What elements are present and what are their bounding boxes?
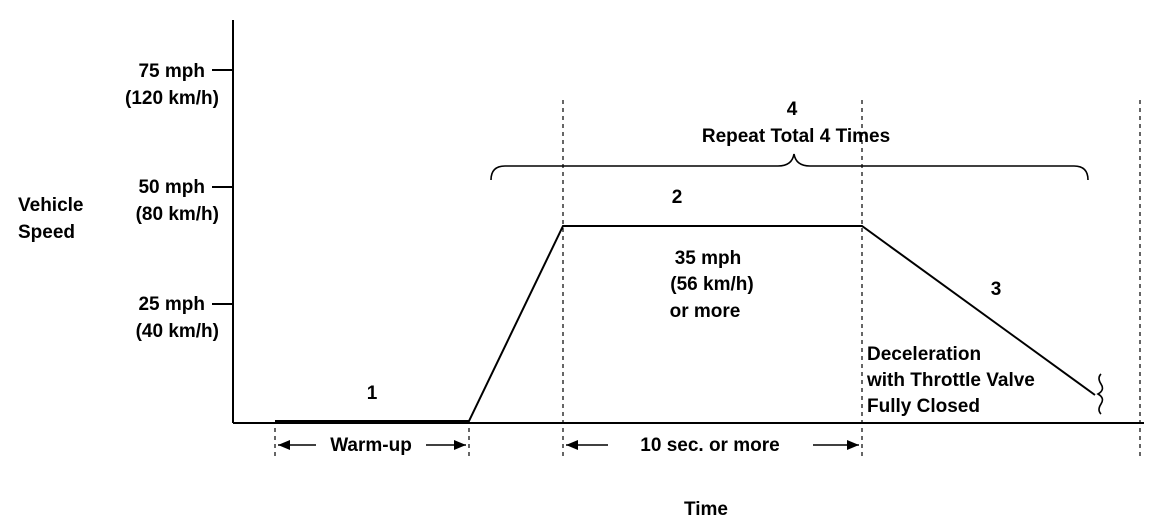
cruise-arrow-left-head: [566, 440, 578, 450]
speed-profile-line: [275, 225, 1096, 422]
y-axis-title-line2: Speed: [18, 222, 75, 243]
warmup-span-label: Warm-up: [330, 435, 412, 456]
y-tick-label-75-mph: 75 mph: [138, 61, 205, 82]
y-tick-label-50-mph: 50 mph: [138, 177, 205, 198]
repeat-brace: [490, 153, 1089, 181]
y-tick-label-25-kmh: (40 km/h): [136, 321, 219, 342]
cruise-speed-line3: or more: [670, 301, 741, 322]
y-tick-label-25-mph: 25 mph: [138, 294, 205, 315]
phase-3-number: 3: [991, 279, 1002, 300]
y-tick-label-50-kmh: (80 km/h): [136, 204, 219, 225]
repeat-label: Repeat Total 4 Times: [702, 126, 890, 147]
cruise-span-label: 10 sec. or more: [640, 435, 779, 456]
phase-2-number: 2: [672, 187, 683, 208]
cruise-speed-line2: (56 km/h): [670, 274, 753, 295]
warmup-arrow-right-head: [454, 440, 466, 450]
phase-1-number: 1: [367, 383, 378, 404]
deceleration-desc-line3: Fully Closed: [867, 396, 980, 417]
y-tick-label-75-kmh: (120 km/h): [125, 88, 219, 109]
cruise-speed-line1: 35 mph: [675, 248, 742, 269]
cruise-arrow-right-head: [847, 440, 859, 450]
x-axis-title: Time: [684, 499, 728, 518]
y-axis-title-line1: Vehicle: [18, 195, 84, 216]
deceleration-brace: [1096, 373, 1104, 415]
phase-4-number: 4: [787, 99, 798, 120]
deceleration-desc-line2: with Throttle Valve: [866, 370, 1035, 391]
warmup-arrow-left-head: [278, 440, 290, 450]
deceleration-desc-line1: Deceleration: [867, 344, 981, 365]
